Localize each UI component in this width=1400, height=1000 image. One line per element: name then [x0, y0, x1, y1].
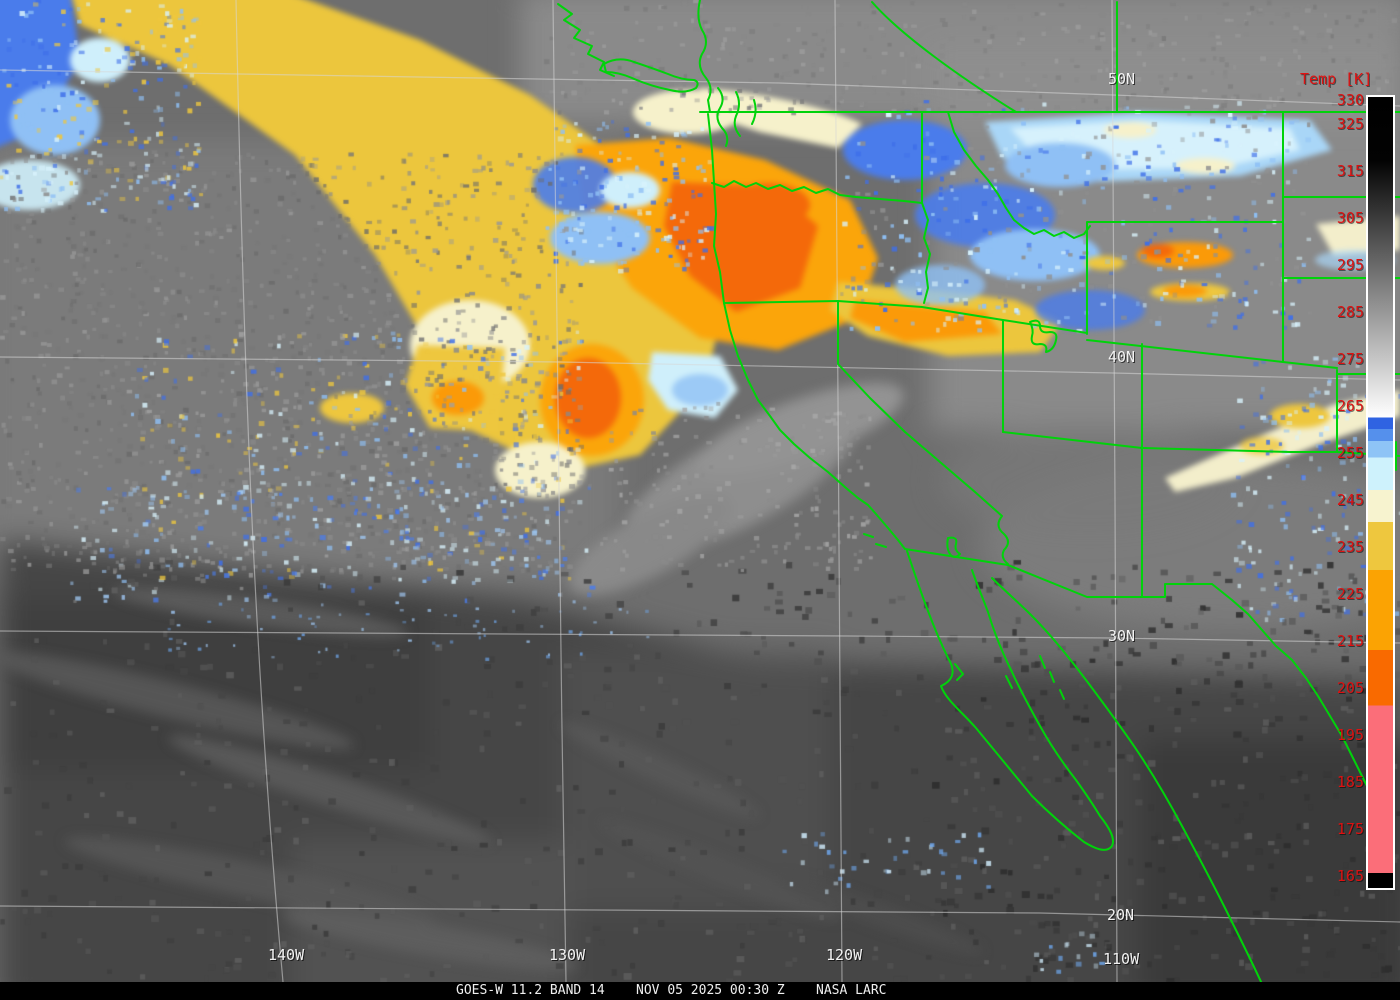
caption-bar: GOES-W 11.2 BAND 14 NOV 05 2025 00:30 Z …: [0, 982, 1400, 1000]
grid-label-120W: 120W: [826, 946, 863, 964]
border-id-mt: [947, 111, 1091, 239]
temp-tick-330: 330: [1336, 91, 1364, 109]
channel-islands: [863, 533, 887, 548]
temp-tick-225: 225: [1336, 584, 1364, 603]
coast-baja: [906, 550, 1114, 851]
temp-tick-305: 305: [1336, 208, 1364, 227]
temp-tick-205: 205: [1336, 678, 1364, 697]
temp-tick-235: 235: [1336, 537, 1364, 556]
coast-vancouver-island: [603, 58, 699, 93]
border-bc-ab: [871, 1, 1017, 113]
coast-puget-sound: [716, 87, 757, 147]
border-37n: [1002, 431, 1338, 453]
border-mt-wy: [1086, 221, 1284, 335]
coast-baja-bays: [954, 663, 1013, 689]
coast-bc-mainland: [697, 0, 712, 113]
caption-text: GOES-W 11.2 BAND 14 NOV 05 2025 00:30 Z …: [456, 983, 887, 998]
great-salt-lake: [1029, 319, 1058, 353]
temp-tick-265: 265: [1336, 396, 1364, 415]
grid-label-140W: 140W: [268, 946, 305, 964]
colorbar-title: Temp [K]: [1300, 70, 1373, 88]
temp-tick-325: 325: [1336, 114, 1364, 133]
temp-tick-315: 315: [1336, 161, 1364, 180]
coast-west: [707, 113, 906, 550]
grid-label-30N: 30N: [1108, 627, 1136, 645]
grid-label-110W: 110W: [1103, 950, 1140, 968]
temp-tick-165: 165: [1336, 866, 1364, 885]
gulf-islands: [1039, 655, 1065, 700]
temp-tick-195: 195: [1336, 725, 1364, 744]
temp-tick-185: 185: [1336, 772, 1364, 791]
border-us-mexico: [904, 548, 1383, 813]
grid-label-50N: 50N: [1108, 70, 1136, 88]
temp-tick-175: 175: [1336, 819, 1364, 838]
temperature-colorbar: [1366, 95, 1395, 890]
temp-tick-275: 275: [1336, 349, 1364, 368]
border-ca-nv: [837, 300, 1009, 565]
coast-mexico-mainland: [991, 577, 1263, 982]
border-wa-id: [921, 111, 931, 304]
temp-tick-255: 255: [1336, 443, 1364, 462]
temp-tick-245: 245: [1336, 490, 1364, 509]
grid-label-40N: 40N: [1108, 348, 1136, 366]
border-wa-or: [711, 180, 923, 204]
grid-label-20N: 20N: [1107, 906, 1135, 924]
temp-tick-285: 285: [1336, 302, 1364, 321]
grid-label-130W: 130W: [549, 946, 586, 964]
temp-tick-215: 215: [1336, 631, 1364, 650]
temp-tick-295: 295: [1336, 255, 1364, 274]
salton-sea: [946, 536, 961, 558]
coast-bc-fjords: [557, 3, 615, 77]
